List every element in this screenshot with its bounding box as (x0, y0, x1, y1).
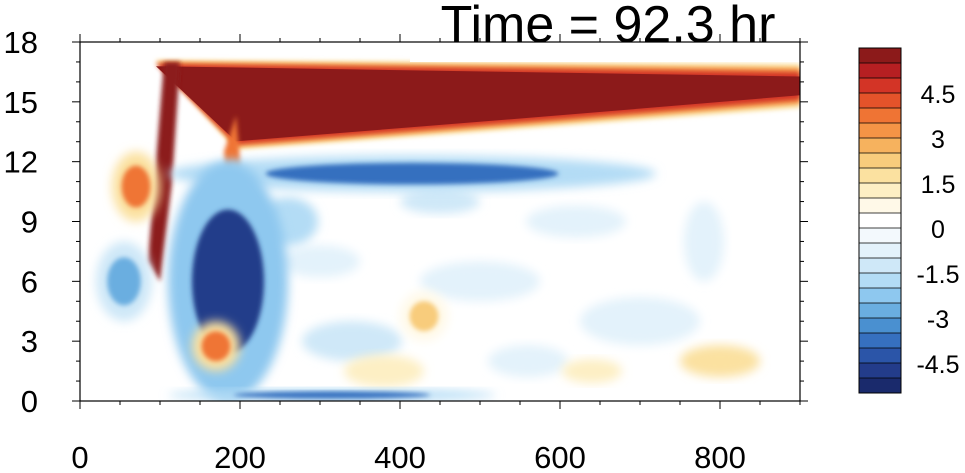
colorbar-swatch-12 (859, 228, 901, 244)
colorbar-swatch-21 (859, 363, 901, 379)
heat-patch-6 (400, 189, 480, 214)
colorbar-swatch-20 (859, 348, 901, 364)
colorbar-swatch-15 (859, 273, 901, 289)
axis-ticks (72, 34, 808, 409)
feature-warm-blob-9-core (201, 331, 231, 362)
colorbar-label-4: -1.5 (916, 261, 959, 289)
heat-patch-8 (684, 201, 724, 282)
heat-patch-4 (302, 321, 402, 362)
x-tick-label-2: 400 (374, 440, 426, 473)
heat-patch-9 (344, 355, 424, 388)
colorbar-swatch-11 (859, 213, 901, 229)
colorbar-swatch-6 (859, 138, 901, 154)
colorbar-swatch-13 (859, 243, 901, 259)
heat-patch-5 (488, 345, 568, 378)
feature-warm-blob-8-core (409, 301, 439, 332)
heat-patch-2 (526, 205, 626, 238)
colorbar-swatch-3 (859, 93, 901, 109)
colorbar-swatch-1 (859, 63, 901, 79)
colorbar-swatch-8 (859, 168, 901, 184)
feature-warm-blob-6-core (121, 165, 151, 208)
colorbar-swatch-5 (859, 123, 901, 139)
colorbar-swatch-19 (859, 333, 901, 349)
heat-patch-11 (680, 345, 760, 378)
title-background (410, 0, 800, 62)
feature-cool-strip-5-core (233, 391, 431, 399)
heatmap-field (96, 59, 800, 401)
colorbar-label-2: 1.5 (921, 171, 956, 199)
y-tick-label-0: 0 (21, 384, 38, 419)
colorbar (858, 47, 902, 394)
heat-patch-3 (580, 297, 700, 346)
colorbar-swatch-22 (859, 378, 901, 394)
colorbar-swatch-14 (859, 258, 901, 274)
x-tick-labels: 0 200 400 600 800 (71, 440, 745, 473)
feature-warm-band-0-level-3 (156, 66, 800, 142)
colorbar-label-6: -4.5 (916, 351, 959, 379)
y-tick-label-5: 15 (4, 85, 38, 120)
colorbar-frame (858, 47, 902, 394)
colorbar-label-1: 3 (931, 126, 945, 154)
x-tick-label-4: 800 (694, 440, 746, 473)
colorbar-swatch-0 (859, 48, 901, 64)
colorbar-swatch-10 (859, 198, 901, 214)
y-tick-label-4: 12 (4, 145, 38, 180)
colorbar-labels: 4.5 3 1.5 0 -1.5 -3 -4.5 (916, 81, 959, 379)
x-tick-label-0: 0 (71, 440, 88, 473)
y-tick-label-6: 18 (4, 25, 38, 60)
feature-warm-front-1 (148, 61, 180, 282)
y-tick-labels: 0 3 6 9 12 15 18 (4, 25, 38, 419)
y-tick-label-1: 3 (21, 324, 38, 359)
colorbar-label-5: -3 (927, 306, 949, 334)
heat-patch-0 (280, 245, 360, 278)
colorbar-swatch-7 (859, 153, 901, 169)
heat-patch-10 (562, 359, 622, 384)
colorbar-swatch-2 (859, 78, 901, 94)
colorbar-swatch-16 (859, 288, 901, 304)
colorbar-swatch-17 (859, 303, 901, 319)
x-tick-label-1: 200 (214, 440, 266, 473)
feature-cool-band-3-core (265, 162, 559, 185)
y-tick-label-2: 6 (21, 264, 38, 299)
colorbar-swatch-4 (859, 108, 901, 124)
feature-cool-block-4-core (192, 209, 264, 354)
colorbar-swatch-18 (859, 318, 901, 334)
y-tick-label-3: 9 (21, 205, 38, 240)
x-tick-label-3: 600 (534, 440, 586, 473)
colorbar-swatch-9 (859, 183, 901, 199)
colorbar-label-3: 0 (931, 216, 945, 244)
feature-cool-blob-7-core (107, 257, 141, 306)
colorbar-label-0: 4.5 (921, 81, 956, 109)
heat-patch-1 (420, 261, 540, 302)
chart-title: Time = 92.3 hr (441, 0, 776, 54)
